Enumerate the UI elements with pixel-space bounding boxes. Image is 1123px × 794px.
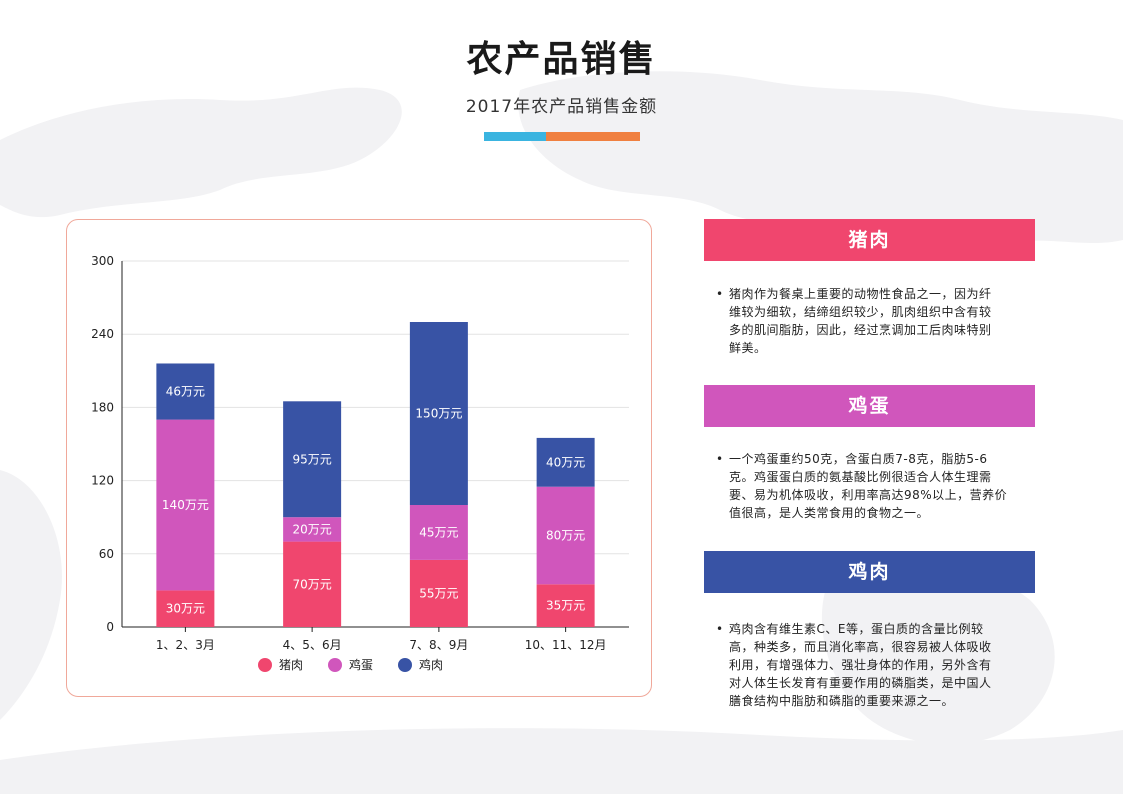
x-tick-label: 7、8、9月 <box>409 638 468 652</box>
accent-bar-left <box>484 132 546 141</box>
info-line: 鲜美。 <box>729 341 767 355</box>
accent-bar-right <box>546 132 640 141</box>
y-tick-label: 60 <box>99 547 114 561</box>
legend-label: 鸡肉 <box>419 657 443 672</box>
data-label: 95万元 <box>292 452 331 466</box>
legend-marker <box>328 658 342 672</box>
data-label: 20万元 <box>292 522 331 536</box>
legend-label: 猪肉 <box>279 658 303 672</box>
info-line: 对人体生长发育有重要作用的磷脂类，是中国人 <box>729 676 992 690</box>
info-text-chicken: • 鸡肉含有维生素C、E等，蛋白质的含量比例较 高，种类多，而且消化率高，很容易… <box>716 620 1034 710</box>
bar-segment <box>409 559 468 627</box>
info-line: 要、易为机体吸收，利用率高达98%以上，营养价 <box>729 488 1008 502</box>
bar-segment <box>156 363 215 420</box>
info-header-chicken: 鸡肉 <box>704 551 1035 593</box>
x-tick-label: 1、2、3月 <box>156 638 215 652</box>
bar-segment <box>156 590 215 627</box>
y-tick-label: 0 <box>106 620 114 634</box>
page-title: 农产品销售 <box>466 39 657 80</box>
info-line: 一个鸡蛋重约50克，含蛋白质7-8克，脂肪5-6 <box>729 452 988 466</box>
data-label: 46万元 <box>166 385 205 399</box>
info-line: 膳食结构中脂肪和磷脂的重要来源之一。 <box>729 694 955 708</box>
data-label: 30万元 <box>166 602 205 616</box>
data-label: 70万元 <box>292 577 331 591</box>
info-line: 维较为细软，结缔组织较少，肌肉组织中含有较 <box>729 305 992 319</box>
info-line: 多的肌间脂肪，因此，经过烹调加工后肉味特别 <box>729 323 992 337</box>
bar-segment <box>409 322 468 505</box>
bar-segment <box>536 486 595 585</box>
info-line: 高，种类多，而且消化率高，很容易被人体吸收 <box>729 640 992 654</box>
info-header-pork: 猪肉 <box>704 219 1035 261</box>
stacked-bar-chart: 0 60 120 180 240 300 1、2、3月 30万元 140万元 46万元 4、5、6月… <box>91 254 629 672</box>
info-line: 利用，有增强体力、强壮身体的作用，另外含有 <box>729 658 992 672</box>
x-tick-label: 4、5、6月 <box>283 638 342 652</box>
data-label: 35万元 <box>546 599 585 613</box>
legend-label: 鸡蛋 <box>349 657 373 672</box>
info-line: 克。鸡蛋蛋白质的氨基酸比例很适合人体生理需 <box>729 470 992 484</box>
bullet-icon: • <box>716 452 724 466</box>
legend-marker <box>398 658 412 672</box>
legend-marker <box>258 658 272 672</box>
info-text-egg: • 一个鸡蛋重约50克，含蛋白质7-8克，脂肪5-6 克。鸡蛋蛋白质的氨基酸比例… <box>716 450 1034 522</box>
bar-segment <box>536 437 595 487</box>
bullet-icon: • <box>716 287 724 301</box>
bar-segment <box>283 541 342 627</box>
x-tick-label: 10、11、12月 <box>525 638 607 652</box>
chart-card: 0 60 120 180 240 300 1、2、3月 30万元 140万元 46万元 4、5、6月… <box>66 219 652 697</box>
info-line: 鸡肉含有维生素C、E等，蛋白质的含量比例较 <box>729 622 984 636</box>
data-label: 140万元 <box>162 498 209 512</box>
page-subtitle: 2017年农产品销售金额 <box>465 97 658 117</box>
info-header-egg: 鸡蛋 <box>704 385 1035 427</box>
data-label: 45万元 <box>419 525 458 539</box>
info-line: 猪肉作为餐桌上重要的动物性食品之一，因为纤 <box>729 287 992 301</box>
bullet-icon: • <box>716 622 724 636</box>
data-label: 55万元 <box>419 586 458 600</box>
y-tick-label: 180 <box>91 400 114 414</box>
data-label: 150万元 <box>415 407 462 421</box>
bar-segment <box>156 419 215 591</box>
info-text-pork: • 猪肉作为餐桌上重要的动物性食品之一，因为纤 维较为细软，结缔组织较少，肌肉组… <box>716 285 1034 357</box>
data-label: 40万元 <box>546 455 585 469</box>
y-tick-label: 120 <box>91 474 114 488</box>
bar-segment <box>283 401 342 518</box>
bar-segment <box>409 505 468 560</box>
bar-segment <box>536 584 595 627</box>
data-label: 80万元 <box>546 529 585 543</box>
y-tick-label: 300 <box>91 254 114 268</box>
y-tick-label: 240 <box>91 327 114 341</box>
info-line: 值很高，是人类常食用的食物之一。 <box>729 506 930 520</box>
bar-segment <box>283 517 342 542</box>
